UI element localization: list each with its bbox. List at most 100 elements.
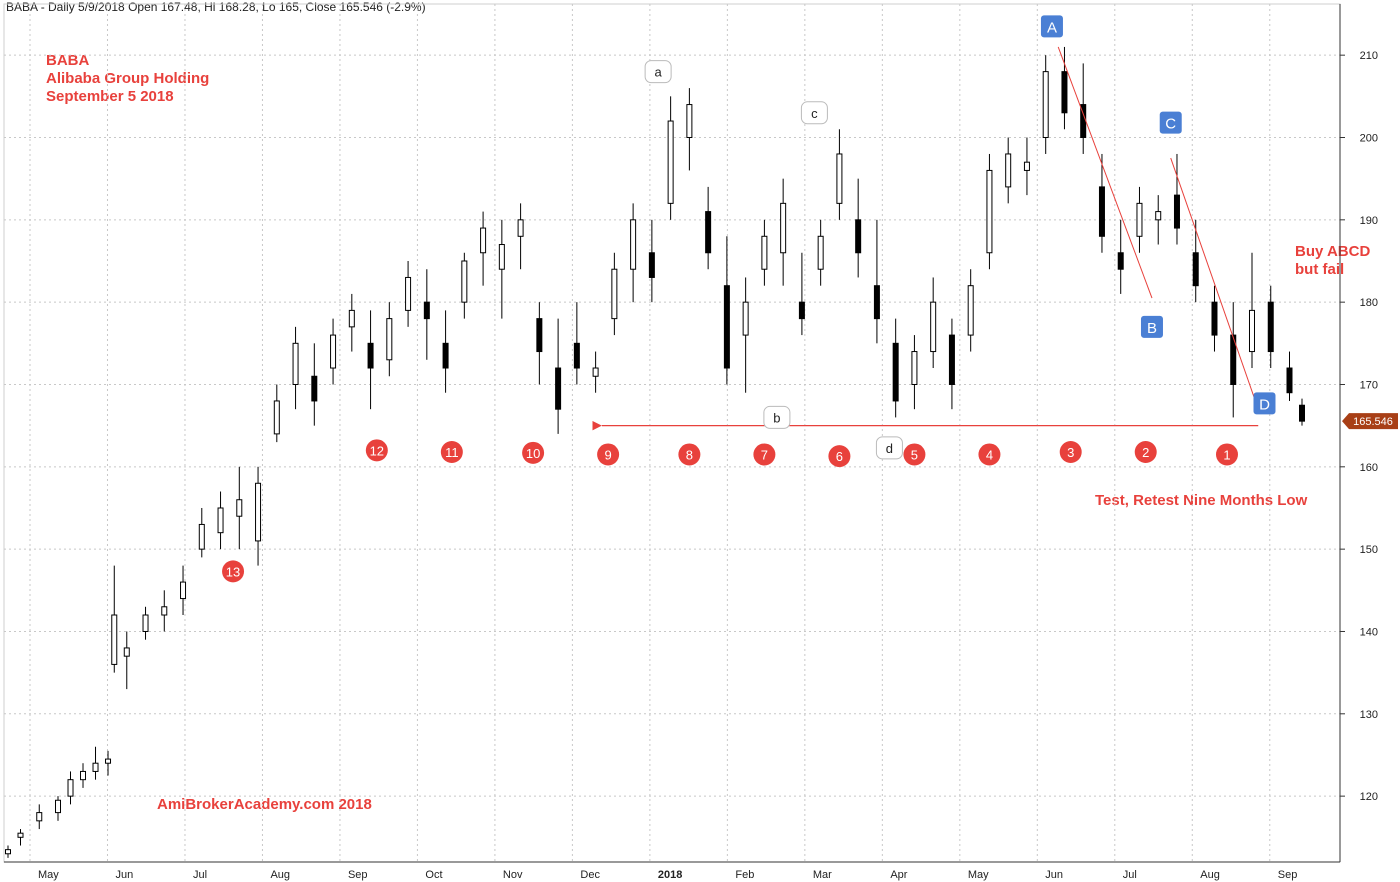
candle-body [686,104,693,138]
candle-body [348,309,355,328]
candle-body [180,581,187,600]
candle-body [630,219,637,270]
x-tick-label: Jun [115,869,133,881]
last-price-tag [1342,413,1398,430]
count-marker [978,443,1001,466]
candle-body [480,227,487,254]
candle-body [1192,252,1199,287]
count-label: 12 [370,443,384,458]
candle-body [67,779,74,797]
candle-body [780,202,787,254]
candle-body [873,285,880,320]
candle-body [611,268,618,320]
candle-body [111,614,118,665]
count-label: 6 [836,449,843,464]
x-tick-label: Dec [580,869,600,881]
y-tick-label: 200 [1360,132,1378,144]
candle-body [1299,404,1305,422]
candle-body [761,235,768,270]
candle-body [1005,153,1012,188]
candle-body [930,301,937,353]
annotation-label: d [886,441,893,456]
candle-body [1248,309,1255,353]
count-marker [1215,443,1238,466]
count-label: 10 [526,446,540,461]
candle-body [142,614,149,632]
company-label: Alibaba Group Holding [46,70,210,87]
candle-body [648,252,655,278]
candle-body [817,235,824,270]
candle-body [967,285,974,336]
ticker-label: BABA [46,52,90,69]
count-marker [828,445,851,468]
candle-body [855,219,862,254]
x-tick-label: Nov [503,869,523,881]
abcd-box [1040,15,1063,38]
candle-body [255,482,262,542]
count-label: 8 [686,447,693,462]
date-label: September 5 2018 [46,88,174,105]
y-tick-label: 170 [1360,379,1378,391]
count-marker [522,441,545,464]
count-marker [903,443,926,466]
candle-body [1173,194,1180,229]
buy-note: Buy ABCD but fail [1295,243,1370,279]
y-tick-label: 160 [1360,462,1378,474]
candle-body [1155,211,1162,221]
x-tick-label: Oct [425,869,442,881]
y-tick-label: 190 [1360,215,1378,227]
candle-body [555,367,562,410]
candle-body [911,351,918,385]
y-tick-label: 130 [1360,709,1378,721]
candle-body [1042,71,1049,138]
count-marker [753,443,776,466]
count-marker [1059,440,1082,463]
candle-body [386,318,393,361]
candle-body [723,285,730,369]
abcd-label: C [1165,116,1176,133]
candle-body [1230,334,1237,385]
candle-body [1098,186,1105,237]
candle-body [892,342,899,402]
test-note: Test, Retest Nine Months Low [1095,492,1308,509]
candle-body [36,812,43,822]
candle-body [80,770,87,781]
candle-body [1211,301,1218,336]
annotation-label: b [773,410,780,425]
x-tick-label: Jun [1045,869,1063,881]
candle-body [1136,202,1143,237]
count-marker [597,443,620,466]
count-label: 2 [1142,445,1149,460]
candle-body [836,153,843,204]
candle-body [1267,301,1274,353]
watermark: AmiBrokerAcademy.com 2018 [157,796,372,813]
candle-body [236,499,243,517]
candle-body [986,169,993,254]
candle-body [17,832,24,838]
count-label: 1 [1223,447,1230,462]
x-tick-label: Mar [813,869,832,881]
candle-body [330,334,337,369]
count-label: 11 [445,445,459,460]
candle-body [1061,71,1068,114]
candle-body [1286,367,1293,394]
x-tick-label: May [38,869,59,881]
buy-note-line2: but fail [1295,261,1345,278]
candle-body [198,523,205,550]
count-marker [365,439,388,462]
x-tick-label: Sep [1278,869,1298,881]
x-tick-label: Feb [735,869,754,881]
candle-body [667,120,674,204]
abcd-leg-cd [1170,157,1259,410]
annotation-box [644,60,672,84]
candle-body [742,301,749,336]
candle-body [798,301,805,320]
buy-note-line1: Buy ABCD [1295,243,1371,260]
count-marker [222,560,245,583]
count-label: 7 [761,447,768,462]
candle-body [461,260,468,303]
candle-body [311,375,318,402]
count-label: 3 [1067,445,1074,460]
y-tick-label: 180 [1360,297,1378,309]
